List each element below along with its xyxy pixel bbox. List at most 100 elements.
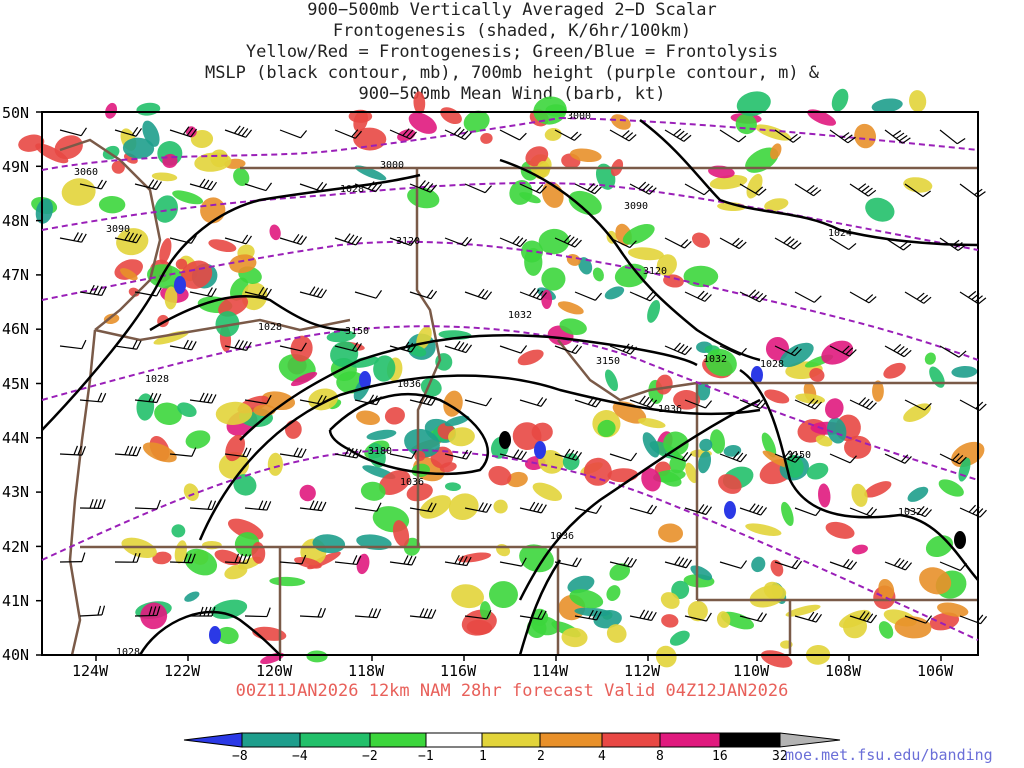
- mslp-label: 1036: [658, 404, 682, 415]
- wind-barb: [664, 556, 692, 569]
- wind-barb: [684, 504, 713, 516]
- wind-barb: [519, 287, 548, 301]
- shade-blob: [583, 457, 612, 486]
- wind-barb: [939, 561, 967, 571]
- wind-barb: [664, 237, 692, 249]
- shade-blob: [457, 552, 492, 563]
- lon-tick-label: 116W: [440, 662, 477, 680]
- wind-barb: [959, 183, 986, 198]
- shade-blob: [519, 544, 554, 573]
- wind-barb: [169, 126, 198, 138]
- shade-blob: [350, 356, 380, 368]
- wind-barb: [389, 555, 417, 566]
- shade-blob: [406, 483, 433, 502]
- shade-blob: [507, 471, 528, 488]
- shade-blob: [865, 197, 895, 222]
- colorbar-label: 16: [712, 749, 728, 764]
- colorbar-label: −2: [362, 749, 378, 764]
- lat-tick-label: 42N: [2, 538, 29, 556]
- shade-blob: [267, 452, 283, 476]
- mslp-label: 1028: [340, 184, 364, 195]
- shade-blob: [567, 575, 595, 594]
- shade-blob: [671, 580, 690, 600]
- shade-blob: [356, 410, 381, 425]
- wind-barb: [629, 291, 657, 302]
- shade-blob: [864, 481, 892, 498]
- wind-barb: [774, 559, 803, 570]
- wind-barb: [574, 291, 603, 301]
- shade-blob: [233, 167, 250, 186]
- shade-blob: [532, 482, 563, 501]
- wind-barb: [354, 608, 382, 619]
- shade-blob: [764, 389, 790, 404]
- shade-blob: [353, 110, 368, 133]
- shade-blob: [637, 418, 666, 429]
- wind-barb: [224, 553, 252, 564]
- shade-blob: [215, 401, 253, 425]
- mslp-labels: 1028 1028 1028 1032 1032 1028 1036 1036 …: [116, 184, 922, 658]
- wind-barb: [554, 448, 583, 461]
- shade-blob: [718, 474, 742, 494]
- shade-blob: [413, 91, 426, 115]
- wind-barb: [939, 237, 967, 251]
- wind-barb: [499, 449, 527, 461]
- shade-core: [499, 431, 511, 449]
- wind-barb: [244, 607, 271, 618]
- chart-title: 900−500mb Vertically Averaged 2−D Scalar…: [0, 0, 1024, 105]
- wind-barb: [334, 129, 362, 139]
- shade-blob: [642, 432, 660, 458]
- wind-barb: [189, 606, 216, 617]
- wind-barb: [134, 499, 161, 510]
- shade-blob: [919, 567, 952, 595]
- wind-barb: [189, 500, 217, 511]
- shade-blob: [924, 352, 936, 365]
- shade-blob: [568, 190, 602, 216]
- shade-blob: [18, 134, 45, 152]
- shade-blob: [770, 143, 782, 160]
- shade-blob: [407, 187, 440, 209]
- shade-blob: [214, 549, 242, 566]
- shade-blob: [825, 521, 855, 539]
- wind-barb: [719, 560, 748, 569]
- shade-blob: [164, 286, 178, 310]
- shade-core: [534, 441, 546, 459]
- political-borders: [59, 138, 978, 656]
- wind-barb: [629, 504, 657, 515]
- wind-barb: [574, 396, 603, 408]
- lon-tick-label: 110W: [733, 662, 770, 680]
- wind-barb: [739, 183, 767, 196]
- wind-barb: [299, 607, 326, 618]
- shade-blob: [595, 163, 616, 190]
- wind-barb: [169, 339, 197, 351]
- lat-tick-label: 49N: [2, 158, 29, 176]
- lat-tick-label: 44N: [2, 429, 29, 447]
- wind-barb: [519, 610, 547, 620]
- height-label: 3090: [624, 201, 648, 212]
- wind-barb: [444, 554, 472, 567]
- wind-barb: [134, 287, 162, 297]
- wind-barb: [114, 445, 142, 457]
- mslp-contours: [41, 119, 979, 656]
- wind-barb: [354, 181, 383, 193]
- credit-link[interactable]: moe.met.fsu.edu/banding: [785, 746, 993, 764]
- wind-barb: [774, 236, 802, 250]
- shade-blob: [831, 88, 849, 112]
- wind-barb: [189, 178, 218, 191]
- shade-blob: [937, 602, 969, 617]
- shade-blob: [660, 592, 680, 609]
- wind-barb: [829, 345, 857, 357]
- wind-barb: [849, 291, 877, 304]
- shade-blob: [903, 403, 932, 422]
- wind-barb: [444, 127, 472, 140]
- lat-tick-label: 43N: [2, 483, 29, 501]
- shade-blob: [142, 442, 177, 463]
- wind-barb: [629, 609, 657, 622]
- wind-barb: [884, 129, 911, 144]
- colorbar-seg: [481, 732, 541, 748]
- shade-blob: [578, 257, 593, 275]
- wind-barb: [849, 506, 878, 517]
- shade-blob: [818, 483, 831, 508]
- shade-blob: [663, 431, 689, 456]
- lat-tick-label: 46N: [2, 320, 29, 338]
- wind-barb: [59, 445, 86, 456]
